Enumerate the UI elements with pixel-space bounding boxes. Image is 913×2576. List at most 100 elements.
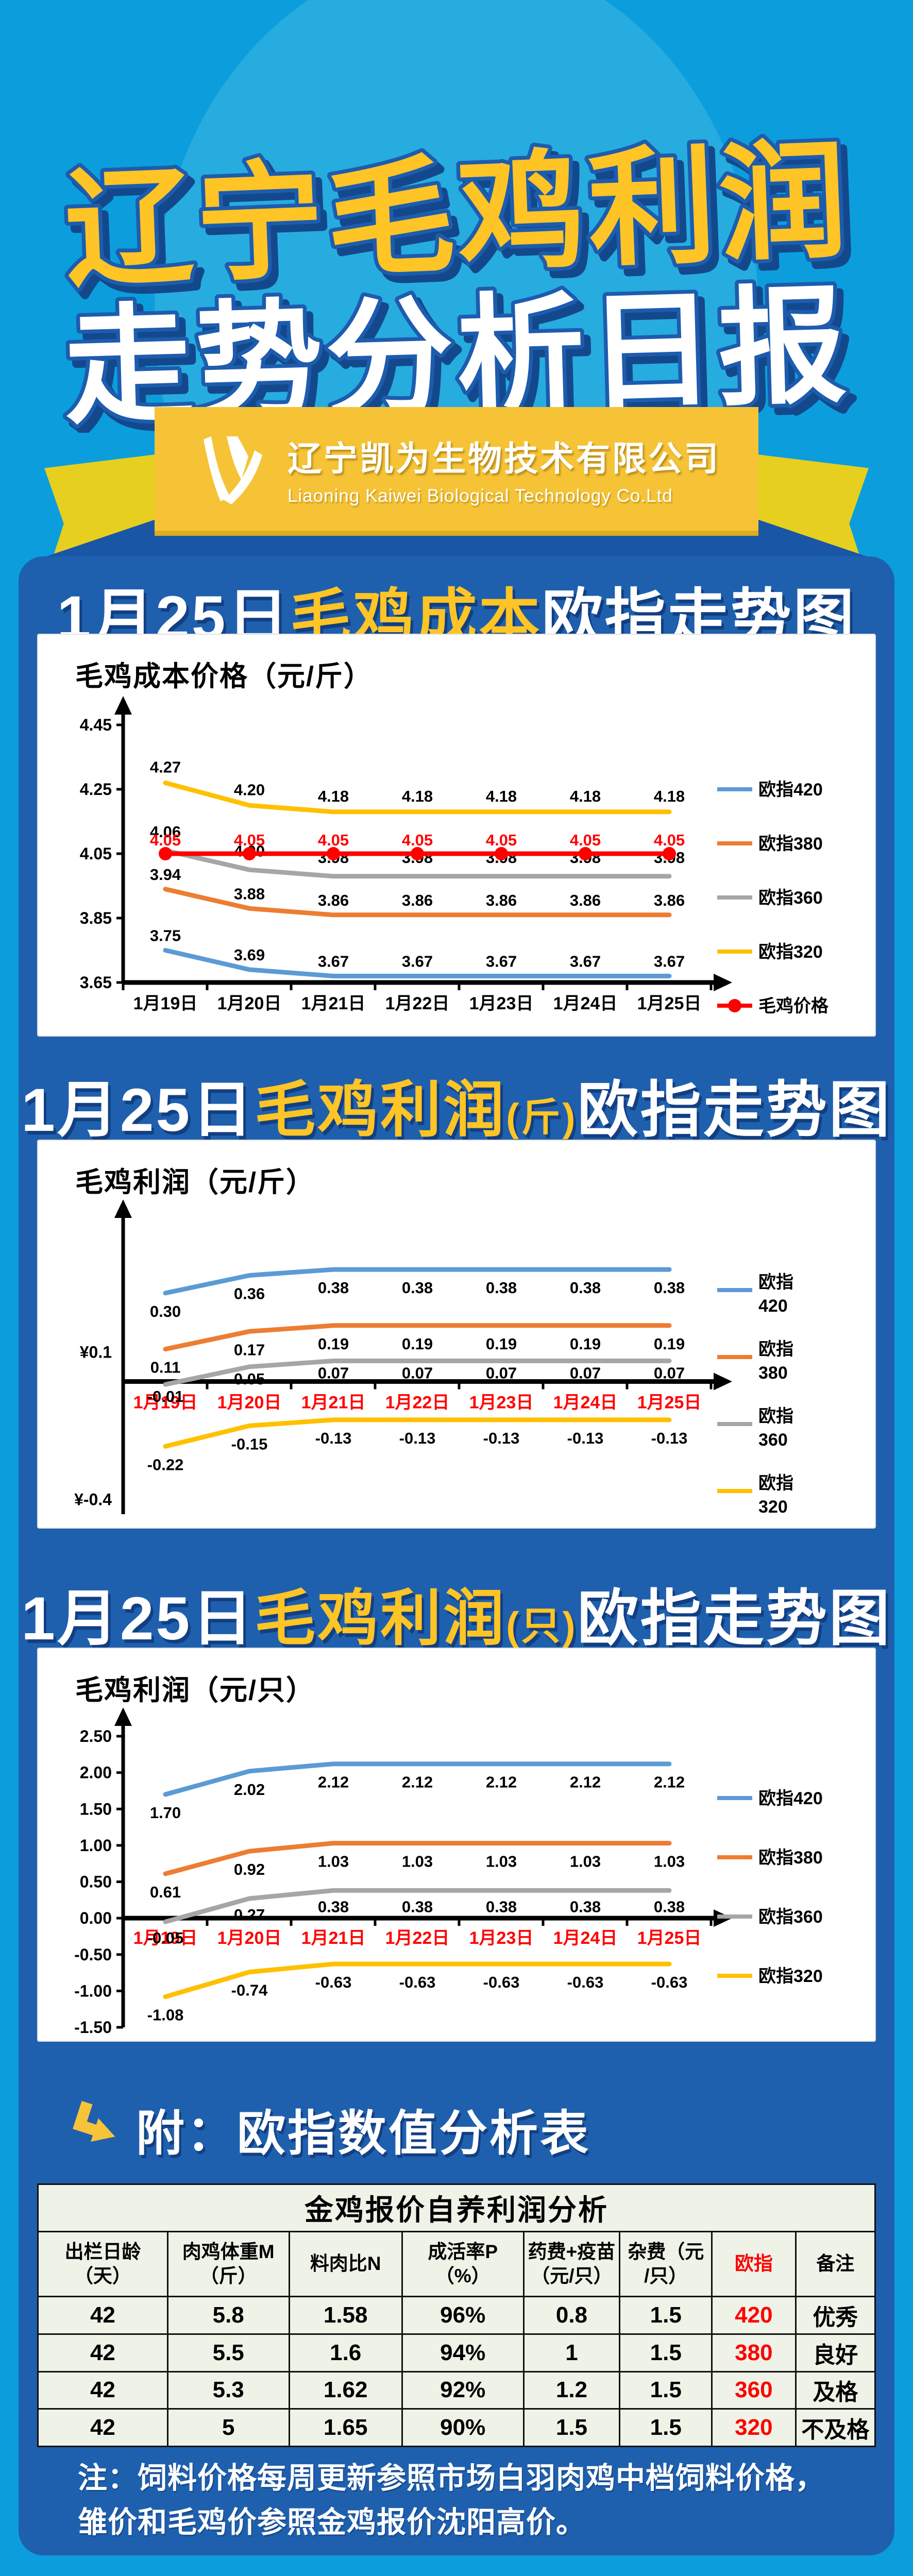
svg-text:1月22日: 1月22日	[385, 994, 450, 1013]
svg-text:2.02: 2.02	[234, 1781, 265, 1799]
svg-text:0.19: 0.19	[570, 1335, 601, 1353]
svg-text:3.67: 3.67	[318, 953, 349, 971]
table-row: 42 5.3 1.62 92% 1.2 1.5 360 及格	[37, 2370, 876, 2410]
svg-text:0.19: 0.19	[486, 1335, 517, 1353]
svg-text:3.86: 3.86	[570, 891, 601, 909]
svg-text:0.38: 0.38	[402, 1279, 433, 1297]
svg-text:4.05: 4.05	[150, 831, 181, 849]
profit-jin-chart-title: 毛鸡利润（元/斤）	[75, 1167, 315, 1198]
svg-text:-0.63: -0.63	[567, 1973, 604, 1991]
svg-text:-0.05: -0.05	[147, 1929, 184, 1947]
svg-text:0.38: 0.38	[654, 1279, 685, 1297]
cost-chart-title: 毛鸡成本价格（元/斤）	[75, 661, 373, 692]
svg-text:1月19日: 1月19日	[133, 1393, 198, 1413]
svg-text:1月21日: 1月21日	[301, 994, 366, 1013]
profit-analysis-table: 金鸡报价自养利润分析 出栏日龄 （天） 肉鸡体重M （斤） 料肉比N 成活率P （%） 药费+…	[37, 2183, 876, 2447]
svg-text:4.05: 4.05	[486, 831, 517, 849]
table-cell: 优秀	[794, 2296, 876, 2335]
svg-text:3.75: 3.75	[150, 927, 181, 945]
svg-text:3.86: 3.86	[318, 891, 349, 909]
table-cell: 1.5	[619, 2296, 713, 2335]
table-cell: 360	[711, 2370, 797, 2410]
svg-text:3.86: 3.86	[402, 891, 433, 909]
svg-text:0.38: 0.38	[570, 1897, 601, 1916]
table-cell: 380	[711, 2333, 797, 2372]
svg-text:-0.15: -0.15	[231, 1435, 268, 1453]
table-row: 42 5.8 1.58 96% 0.8 1.5 420 优秀	[37, 2296, 876, 2335]
svg-text:4.18: 4.18	[318, 787, 349, 805]
svg-text:3.88: 3.88	[234, 885, 265, 903]
svg-text:4.05: 4.05	[570, 831, 601, 849]
svg-text:1月20日: 1月20日	[217, 994, 282, 1013]
svg-text:1月19日: 1月19日	[133, 1928, 198, 1948]
svg-text:0.38: 0.38	[318, 1897, 349, 1916]
svg-text:3.85: 3.85	[80, 909, 112, 927]
svg-text:4.18: 4.18	[402, 787, 433, 805]
page-title-line1: 辽宁毛鸡利润	[62, 129, 853, 302]
company-name-cn: 辽宁凯为生物技术有限公司	[288, 439, 720, 478]
svg-text:欧指320: 欧指320	[758, 1967, 823, 1986]
svg-text:-0.74: -0.74	[231, 1981, 268, 1999]
section-title-profit-jin: 1月25日毛鸡利润(斤)欧指走势图	[19, 1060, 894, 1148]
svg-text:0.19: 0.19	[402, 1335, 433, 1353]
svg-text:4.06: 4.06	[150, 823, 181, 841]
svg-text:0.27: 0.27	[234, 1906, 265, 1924]
table-header-cell: 料肉比N	[288, 2231, 403, 2297]
table-cell: 1.5	[619, 2408, 713, 2447]
svg-text:1.50: 1.50	[80, 1800, 112, 1818]
svg-text:-0.13: -0.13	[651, 1429, 688, 1447]
table-cell: 42	[37, 2408, 168, 2447]
svg-text:¥0.1: ¥0.1	[80, 1343, 112, 1361]
table-cell: 良好	[794, 2333, 876, 2372]
svg-text:0.38: 0.38	[402, 1897, 433, 1916]
svg-text:0.30: 0.30	[150, 1302, 181, 1320]
svg-text:欧指320: 欧指320	[758, 942, 823, 962]
svg-text:0.17: 0.17	[234, 1341, 265, 1359]
svg-text:1月20日: 1月20日	[217, 1928, 282, 1948]
svg-text:1月19日: 1月19日	[133, 994, 198, 1013]
svg-text:欧指360: 欧指360	[758, 888, 823, 908]
section3-highlight: 毛鸡利润	[255, 1585, 506, 1653]
company-logo-icon	[204, 436, 262, 504]
svg-text:0.07: 0.07	[654, 1364, 685, 1382]
svg-text:3.67: 3.67	[402, 953, 433, 971]
svg-text:-0.13: -0.13	[567, 1429, 604, 1447]
svg-text:4.18: 4.18	[486, 787, 517, 805]
svg-text:¥-0.4: ¥-0.4	[74, 1490, 112, 1509]
table-cell: 94%	[401, 2333, 525, 2372]
svg-text:0.38: 0.38	[486, 1279, 517, 1297]
svg-text:0.07: 0.07	[402, 1364, 433, 1382]
svg-text:-0.63: -0.63	[651, 1973, 688, 1991]
svg-text:0.38: 0.38	[486, 1897, 517, 1916]
svg-text:2.12: 2.12	[402, 1773, 433, 1791]
svg-text:3.67: 3.67	[570, 953, 601, 971]
svg-text:欧指380: 欧指380	[758, 1340, 793, 1383]
table-cell: 1.5	[619, 2333, 713, 2372]
table-cell: 1.6	[288, 2333, 403, 2372]
section3-date: 1月25日	[21, 1585, 255, 1653]
svg-text:0.07: 0.07	[486, 1364, 517, 1382]
table-header-cell: 出栏日龄 （天）	[37, 2231, 168, 2297]
cost-chart-card: 毛鸡成本价格（元/斤） 4.45 4.25 4.05 3.85 3.65 1月19日 1月2…	[37, 634, 876, 1037]
svg-text:-0.13: -0.13	[399, 1429, 436, 1447]
svg-text:2.12: 2.12	[654, 1773, 685, 1791]
svg-text:毛鸡价格: 毛鸡价格	[758, 996, 829, 1016]
table-cell: 1	[522, 2333, 621, 2372]
svg-text:1月20日: 1月20日	[217, 1393, 282, 1413]
svg-text:1月25日: 1月25日	[637, 1393, 702, 1413]
bent-arrow-icon	[73, 2100, 115, 2142]
content-panel: 1月25日毛鸡成本欧指走势图 毛鸡成本价格（元/斤） 4.45 4.25 4.05 3…	[19, 556, 894, 2555]
svg-text:欧指420: 欧指420	[758, 1789, 823, 1808]
svg-text:欧指360: 欧指360	[758, 1907, 823, 1927]
svg-text:1月23日: 1月23日	[469, 1393, 534, 1413]
profit-bird-trend-chart: 2.50 2.00 1.50 1.00 0.50 0.00 -0.50 -1.00 -1.50 1…	[74, 1708, 823, 2037]
section-title-profit-bird: 1月25日毛鸡利润(只)欧指走势图	[19, 1569, 894, 1657]
table-cell: 1.65	[288, 2408, 403, 2447]
table-row: 42 5 1.65 90% 1.5 1.5 320 不及格	[37, 2408, 876, 2447]
svg-text:4.25: 4.25	[80, 780, 112, 799]
svg-text:1月22日: 1月22日	[385, 1393, 450, 1413]
svg-text:-0.63: -0.63	[483, 1973, 520, 1991]
svg-text:1.03: 1.03	[570, 1853, 601, 1871]
svg-text:3.65: 3.65	[80, 973, 112, 992]
section2-date: 1月25日	[21, 1076, 255, 1144]
